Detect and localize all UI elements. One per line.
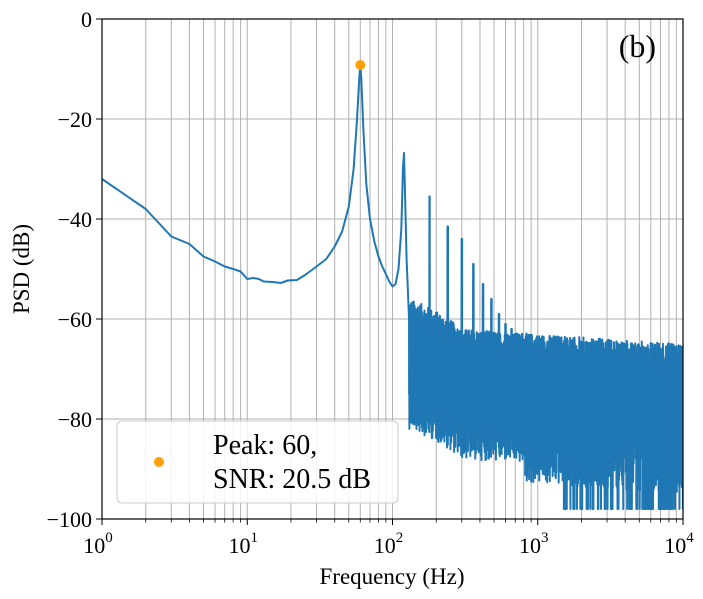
legend-text-line2: SNR: 20.5 dB — [213, 464, 371, 495]
y-tick-label: −100 — [47, 507, 92, 532]
peak-marker — [355, 60, 366, 70]
x-tick-exponent: 4 — [686, 530, 694, 546]
x-tick-exponent: 1 — [251, 530, 259, 546]
y-tick-label: −60 — [58, 307, 92, 332]
y-tick-label: −20 — [58, 107, 92, 132]
x-tick-label: 103 — [519, 530, 549, 558]
y-axis-label: PSD (dB) — [9, 224, 34, 314]
y-tick-label: −40 — [58, 207, 92, 232]
legend-text-line1: Peak: 60, — [213, 430, 317, 461]
x-tick-label: 102 — [374, 530, 404, 558]
x-tick-exponent: 3 — [541, 530, 549, 546]
panel-label: (b) — [619, 28, 656, 64]
x-axis-label: Frequency (Hz) — [320, 564, 465, 589]
legend: Peak: 60, SNR: 20.5 dB — [116, 420, 399, 504]
legend-box — [116, 420, 399, 504]
y-tick-label: −80 — [58, 407, 92, 432]
psd-line — [102, 64, 683, 510]
y-tick-label: 0 — [81, 7, 92, 32]
plot-clip-group — [102, 60, 683, 510]
x-tick-exponent: 0 — [105, 530, 113, 546]
x-tick-label: 100 — [83, 530, 113, 558]
x-tick-label: 104 — [664, 530, 694, 558]
y-ticks: 0 −20 −40 −60 −80 −100 — [47, 7, 102, 532]
x-tick-exponent: 2 — [396, 530, 404, 546]
legend-marker — [154, 457, 164, 467]
x-tick-label: 101 — [229, 530, 259, 558]
x-ticks: 100 101 102 103 104 — [83, 519, 694, 558]
